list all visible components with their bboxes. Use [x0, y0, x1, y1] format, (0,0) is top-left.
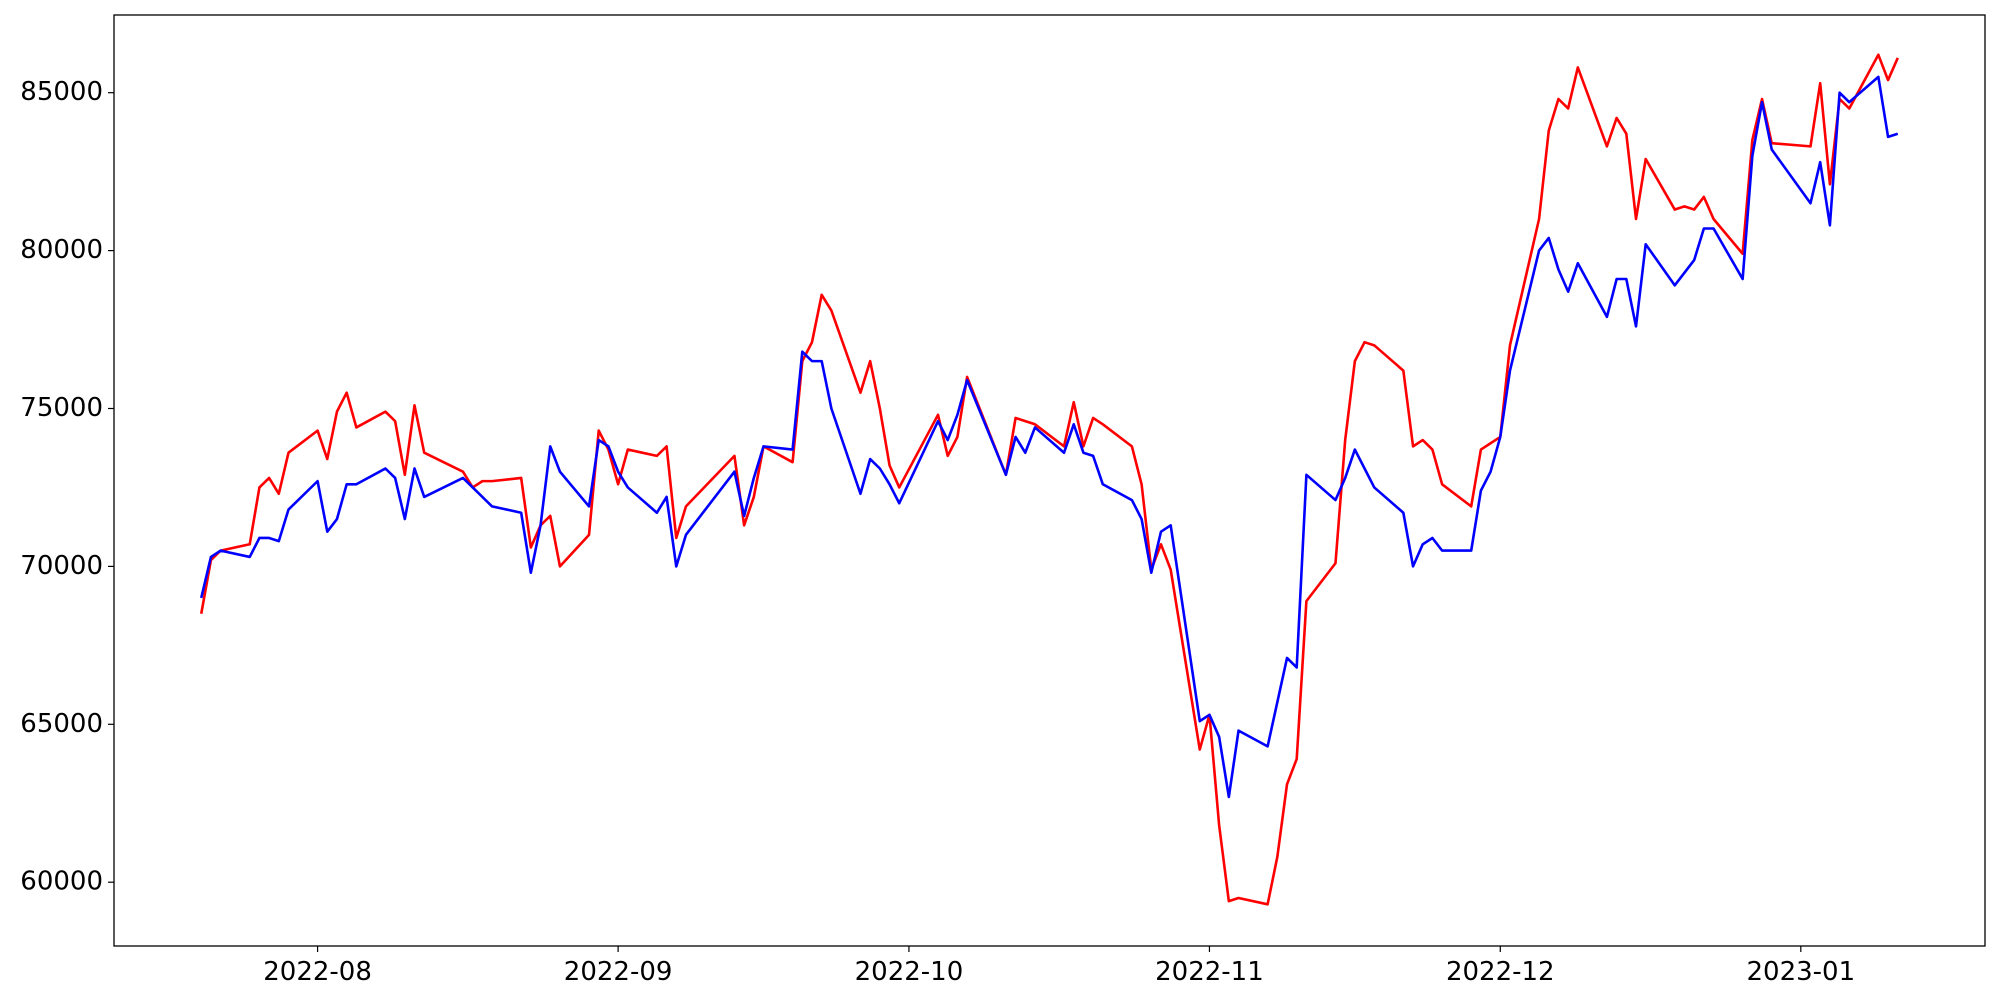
- x-tick-label: 2022-11: [1155, 957, 1264, 987]
- plot-frame: [113, 14, 1986, 947]
- x-tick-label: 2022-12: [1446, 957, 1555, 987]
- series-line: [199, 75, 1899, 799]
- y-tick-label: 70000: [20, 551, 103, 581]
- x-tick-label: 2022-10: [855, 957, 964, 987]
- x-tick-label: 2022-09: [564, 957, 673, 987]
- y-tick-label: 60000: [20, 867, 103, 897]
- x-tick-label: 2022-08: [263, 957, 372, 987]
- y-tick-label: 75000: [20, 393, 103, 423]
- series-line: [199, 53, 1899, 906]
- y-tick-label: 80000: [20, 235, 103, 265]
- y-tick-label: 65000: [20, 709, 103, 739]
- x-tick-label: 2023-01: [1746, 957, 1855, 987]
- y-tick-label: 85000: [20, 77, 103, 107]
